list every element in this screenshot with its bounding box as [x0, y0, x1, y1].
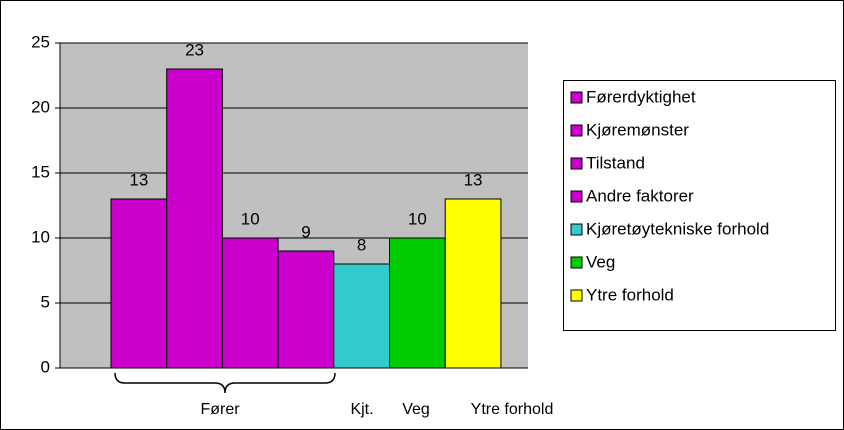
bar: [221, 237, 279, 369]
bar: [166, 68, 223, 369]
value-label: 8: [357, 235, 366, 254]
y-tick-label: 15: [31, 162, 50, 181]
legend-swatch: [570, 190, 583, 203]
legend-label: Veg: [586, 252, 615, 271]
legend-swatch: [570, 256, 583, 269]
group-label: Fører: [200, 401, 240, 418]
value-label: 10: [241, 209, 260, 228]
value-label: 9: [301, 222, 310, 241]
bar: [389, 237, 446, 369]
bar: [333, 263, 390, 369]
y-tick-label: 25: [31, 32, 50, 51]
legend-label: Tilstand: [586, 153, 645, 172]
y-tick-label: 20: [31, 97, 50, 116]
legend-label: Førerdyktighet: [586, 87, 696, 106]
group-label: Veg: [402, 401, 430, 418]
bar: [444, 198, 502, 369]
legend-swatch: [570, 289, 583, 302]
value-label: 10: [408, 209, 427, 228]
bar: [277, 250, 335, 369]
y-tick-label: 0: [41, 357, 50, 376]
group-brace: [114, 372, 336, 394]
legend-label: Andre faktorer: [586, 186, 694, 205]
legend-label: Kjøremønster: [586, 120, 689, 139]
legend-swatch: [570, 124, 583, 137]
legend-swatch: [570, 157, 583, 170]
group-label: Kjt.: [350, 401, 373, 418]
bar: [110, 198, 168, 369]
legend-swatch: [570, 223, 583, 236]
y-tick-label: 5: [41, 292, 50, 311]
legend-label: Ytre forhold: [586, 285, 674, 304]
value-label: 23: [185, 40, 204, 59]
value-label: 13: [464, 170, 483, 189]
group-label: Ytre forhold: [471, 401, 554, 418]
legend-box: [563, 80, 836, 331]
legend-label: Kjøretøytekniske forhold: [586, 219, 769, 238]
legend-swatch: [570, 91, 583, 104]
y-tick-label: 10: [31, 227, 50, 246]
value-label: 13: [129, 170, 148, 189]
